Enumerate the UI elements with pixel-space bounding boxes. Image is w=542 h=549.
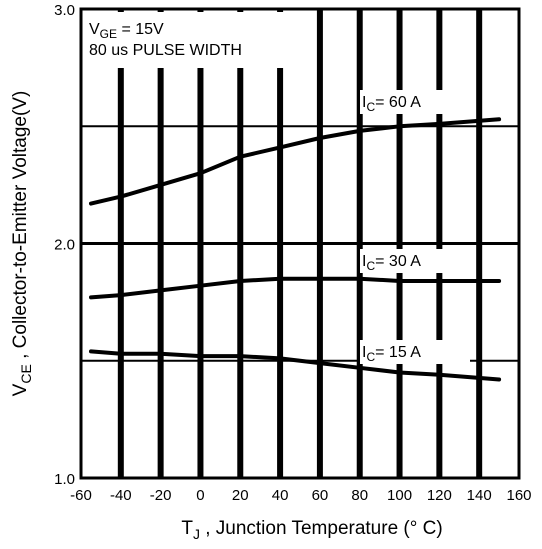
x-tick-label: 40	[272, 487, 289, 504]
series-label: IC= 60 A	[362, 94, 421, 114]
x-tick-label: 80	[351, 487, 368, 504]
plot-frame	[79, 7, 521, 480]
x-tick-label: 0	[196, 487, 204, 504]
series-label: IC= 30 A	[362, 253, 421, 273]
series-label-background	[360, 90, 470, 114]
y-tick-label: 1.0	[54, 471, 75, 488]
x-tick-label: 60	[312, 487, 329, 504]
series-label-background	[360, 249, 470, 273]
x-tick-label: 120	[427, 487, 452, 504]
x-tick-label: 20	[232, 487, 249, 504]
series-label: IC= 15 A	[362, 344, 421, 364]
x-tick-label: 160	[506, 487, 531, 504]
x-tick-label: -40	[110, 487, 132, 504]
series-line	[89, 349, 502, 382]
annotation-pulse-width: 80 us PULSE WIDTH	[89, 42, 242, 59]
x-axis-title: TJ , Junction Temperature (° C)	[181, 518, 442, 542]
annotation-vge: VGE = 15V	[89, 21, 164, 41]
y-tick-label: 3.0	[54, 2, 75, 19]
y-axis-title: VCE , Collector-to-Emitter Voltage(V)	[10, 91, 34, 397]
x-tick-label: -20	[150, 487, 172, 504]
y-tick-label: 2.0	[54, 237, 75, 254]
series-label-background	[360, 340, 470, 364]
x-tick-label: 100	[387, 487, 412, 504]
x-tick-label: -60	[70, 487, 92, 504]
annotation-background	[84, 12, 289, 68]
series-line	[89, 276, 502, 300]
series-line	[89, 117, 502, 206]
x-tick-label: 140	[467, 487, 492, 504]
